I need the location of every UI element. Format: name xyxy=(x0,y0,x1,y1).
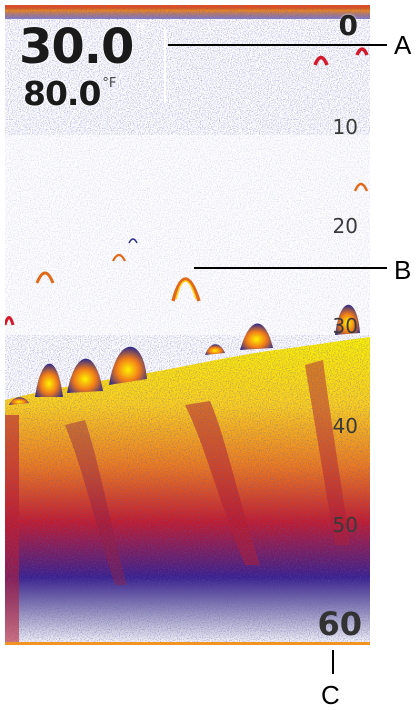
depth-unit: ft xyxy=(135,22,145,38)
depth-scale-label-60: 60 xyxy=(317,605,362,643)
temperature-value: 80.0 xyxy=(23,74,100,113)
depth-scale-label-20: 20 xyxy=(333,214,358,238)
callout-b-label: B xyxy=(394,257,411,283)
callout-c-label: C xyxy=(321,682,340,708)
depth-readout: 30.0 ft xyxy=(19,23,146,71)
depth-scale-label-0: 0 xyxy=(339,9,358,42)
temperature-unit: °F xyxy=(102,76,116,91)
depth-scale-label-50: 50 xyxy=(333,513,358,537)
noise-fade-top xyxy=(5,135,370,335)
depth-scale-label-30: 30 xyxy=(333,314,358,338)
depth-scale-label-40: 40 xyxy=(333,414,358,438)
depth-scale-label-10: 10 xyxy=(333,115,358,139)
range-line xyxy=(5,642,370,645)
depth-value: 30.0 xyxy=(19,19,133,75)
temperature-readout: 80.0 °F xyxy=(23,77,116,110)
callout-a-label: A xyxy=(394,32,411,58)
sonar-display[interactable]: 30.0 ft 80.0 °F 0 10 20 30 40 50 60 xyxy=(5,5,370,645)
